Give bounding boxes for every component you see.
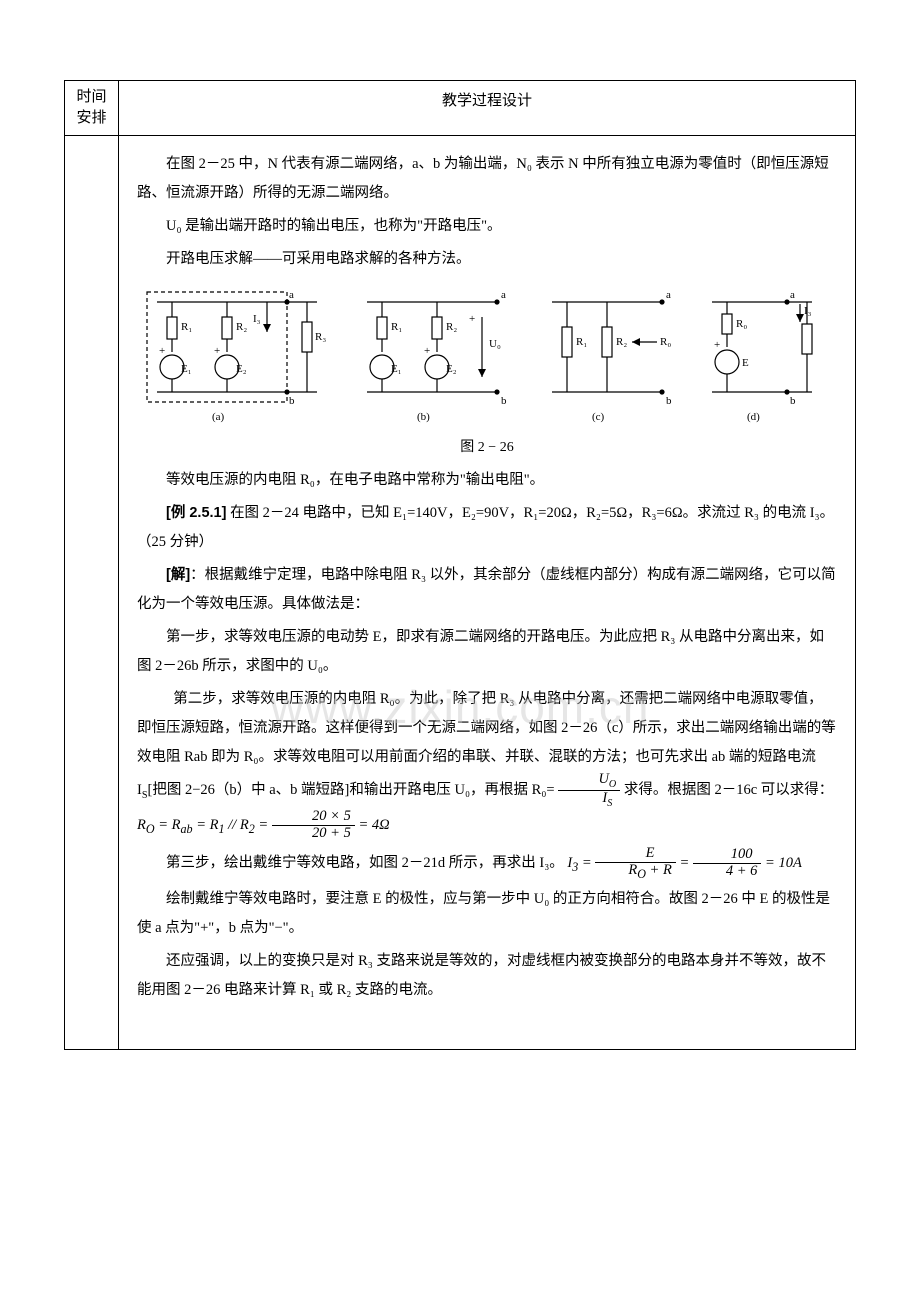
svg-text:R₁: R₁ [391, 321, 402, 333]
content-cell: 在图 2－25 中，N 代表有源二端网络，a、b 为输出端，N₀ 表示 N 中所… [119, 136, 856, 1050]
header-left-line1: 时间 [76, 89, 106, 105]
solution-body: ：根据戴维宁定理，电路中除电阻 R₃ 以外，其余部分（虚线框内部分）构成有源二端… [137, 567, 836, 612]
svg-text:R₂: R₂ [616, 336, 627, 348]
svg-text:R₁: R₁ [181, 321, 192, 333]
header-right-cell: 教学过程设计 [119, 81, 856, 136]
svg-text:a: a [666, 289, 671, 301]
circuit-diagram-svg: a b R₁ + [137, 282, 837, 432]
svg-text:+: + [214, 345, 220, 357]
svg-text:R₃: R₃ [315, 331, 326, 343]
equation-i3: I3 = E RO + R = 100 4 + 6 = 10A [567, 855, 801, 871]
para-3: 开路电压求解——可采用电路求解的各种方法。 [137, 245, 837, 274]
step3-a: 第三步，绘出戴维宁等效电路，如图 2－21d 所示，再求出 I₃。 [166, 855, 564, 871]
step2-c: 求得。根据图 2－16c 可以求得： [624, 782, 833, 798]
solution-label: [解] [166, 567, 190, 583]
step2-b: [把图 2−26（b）中 a、b 端短路]和输出开路电压 U₀，再根据 R₀= [147, 782, 554, 798]
svg-text:a: a [790, 289, 795, 301]
svg-text:E₂: E₂ [446, 363, 457, 375]
svg-text:(c): (c) [592, 411, 605, 423]
svg-text:a: a [501, 289, 506, 301]
svg-text:(a): (a) [212, 411, 225, 423]
svg-text:E₁: E₁ [181, 363, 192, 375]
svg-text:I₃: I₃ [253, 313, 261, 325]
header-left-line2: 安排 [76, 110, 106, 126]
svg-text:R₁: R₁ [576, 336, 587, 348]
example-label: [例 2.5.1] [166, 505, 226, 521]
para-10: 绘制戴维宁等效电路时，要注意 E 的极性，应与第一步中 U₀ 的正方向相符合。故… [137, 885, 837, 943]
svg-text:E₁: E₁ [391, 363, 402, 375]
header-right-text: 教学过程设计 [442, 93, 532, 109]
step-2: 第二步，求等效电压源的内电阻 R₀。为此，除了把 R₃ 从电路中分离，还需把二端… [137, 685, 837, 842]
svg-text:R₀: R₀ [736, 318, 747, 330]
svg-text:+: + [424, 345, 430, 357]
figure-caption: 图 2 − 26 [137, 434, 837, 462]
svg-text:(d): (d) [747, 411, 760, 423]
header-left-cell: 时间 安排 [65, 81, 119, 136]
para-11: 还应强调，以上的变换只是对 R₃ 支路来说是等效的，对虚线框内被变换部分的电路本… [137, 947, 837, 1005]
svg-text:(b): (b) [417, 411, 430, 423]
para-1: 在图 2－25 中，N 代表有源二端网络，a、b 为输出端，N₀ 表示 N 中所… [137, 150, 837, 208]
svg-text:+: + [714, 339, 720, 351]
page-container: www.zixin.com.cn 时间 安排 教学过程设计 在图 2－25 中，… [0, 80, 920, 1050]
lesson-table: 时间 安排 教学过程设计 在图 2－25 中，N 代表有源二端网络，a、b 为输… [64, 80, 856, 1050]
svg-text:E₂: E₂ [236, 363, 247, 375]
para-2: U₀ 是输出端开路时的输出电压，也称为"开路电压"。 [137, 212, 837, 241]
svg-text:a: a [289, 289, 294, 301]
step-3: 第三步，绘出戴维宁等效电路，如图 2－21d 所示，再求出 I₃。 I3 = E… [137, 846, 837, 881]
svg-text:b: b [501, 395, 507, 407]
example-body: 在图 2－24 电路中，已知 E₁=140V，E₂=90V，R₁=20Ω，R₂=… [137, 505, 834, 550]
equation-r0: RO = Rab = R1 // R2 = 20 × 5 20 + 5 = 4Ω [137, 817, 390, 833]
frac-uo-is: UO IS [558, 772, 620, 809]
solution-para: [解]：根据戴维宁定理，电路中除电阻 R₃ 以外，其余部分（虚线框内部分）构成有… [137, 561, 837, 619]
svg-text:E: E [742, 357, 749, 369]
svg-text:+: + [469, 313, 475, 325]
svg-text:b: b [790, 395, 796, 407]
svg-text:b: b [666, 395, 672, 407]
svg-text:R₂: R₂ [236, 321, 247, 333]
svg-text:+: + [159, 345, 165, 357]
example-251: [例 2.5.1] 在图 2－24 电路中，已知 E₁=140V，E₂=90V，… [137, 499, 837, 557]
svg-text:I₃: I₃ [804, 305, 812, 317]
svg-text:b: b [289, 395, 295, 407]
figure-2-26: a b R₁ + [137, 282, 837, 462]
para-4: 等效电压源的内电阻 R₀，在电子电路中常称为"输出电阻"。 [137, 466, 837, 495]
step-1: 第一步，求等效电压源的电动势 E，即求有源二端网络的开路电压。为此应把 R₃ 从… [137, 623, 837, 681]
svg-text:U₀: U₀ [489, 338, 501, 350]
svg-text:R₂: R₂ [446, 321, 457, 333]
time-column-empty [65, 136, 119, 1050]
svg-text:R₀: R₀ [660, 336, 671, 348]
